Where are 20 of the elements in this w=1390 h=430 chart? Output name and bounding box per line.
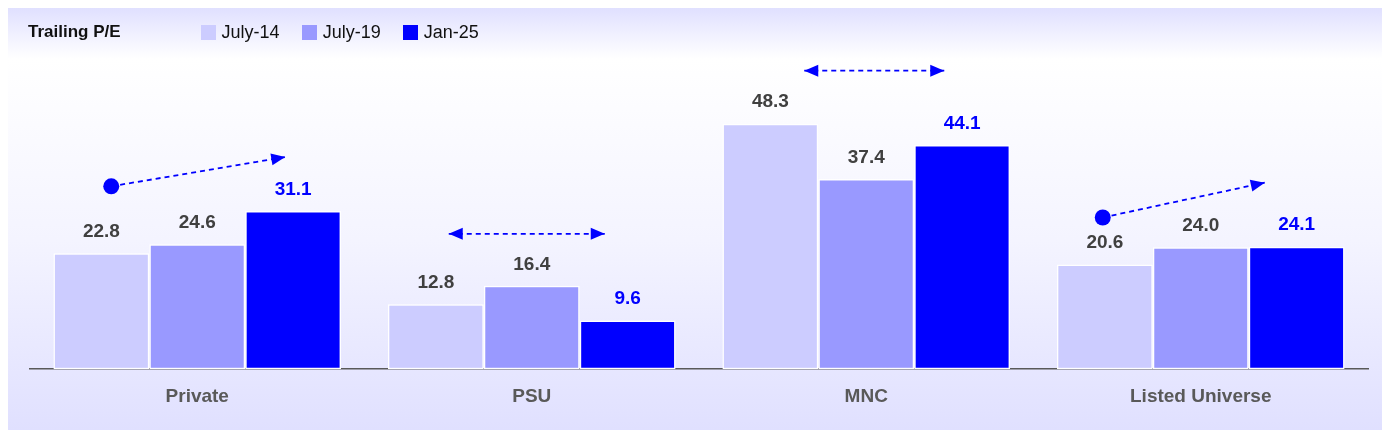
x-tick-label: MNC bbox=[844, 384, 889, 406]
data-label: 12.8 bbox=[417, 270, 455, 292]
data-label: 24.6 bbox=[178, 210, 216, 232]
data-label: 20.6 bbox=[1086, 231, 1124, 253]
data-label: 44.1 bbox=[943, 111, 982, 133]
data-label: 48.3 bbox=[751, 90, 789, 112]
data-label: 9.6 bbox=[614, 287, 641, 309]
y-axis-title: Trailing P/E bbox=[28, 22, 121, 42]
legend-label: Jan-25 bbox=[423, 21, 479, 43]
data-label: 31.1 bbox=[274, 177, 313, 199]
x-tick-label: PSU bbox=[512, 384, 552, 406]
data-label: 16.4 bbox=[513, 252, 551, 274]
data-label: 24.1 bbox=[1278, 213, 1316, 235]
data-label: 22.8 bbox=[82, 220, 120, 242]
legend-label: July-14 bbox=[221, 21, 280, 43]
x-tick-label: Listed Universe bbox=[1130, 384, 1272, 406]
data-label: 37.4 bbox=[847, 145, 886, 167]
data-label: 24.0 bbox=[1182, 213, 1220, 235]
x-tick-label: Private bbox=[165, 384, 229, 406]
legend-label: July-19 bbox=[322, 21, 381, 43]
